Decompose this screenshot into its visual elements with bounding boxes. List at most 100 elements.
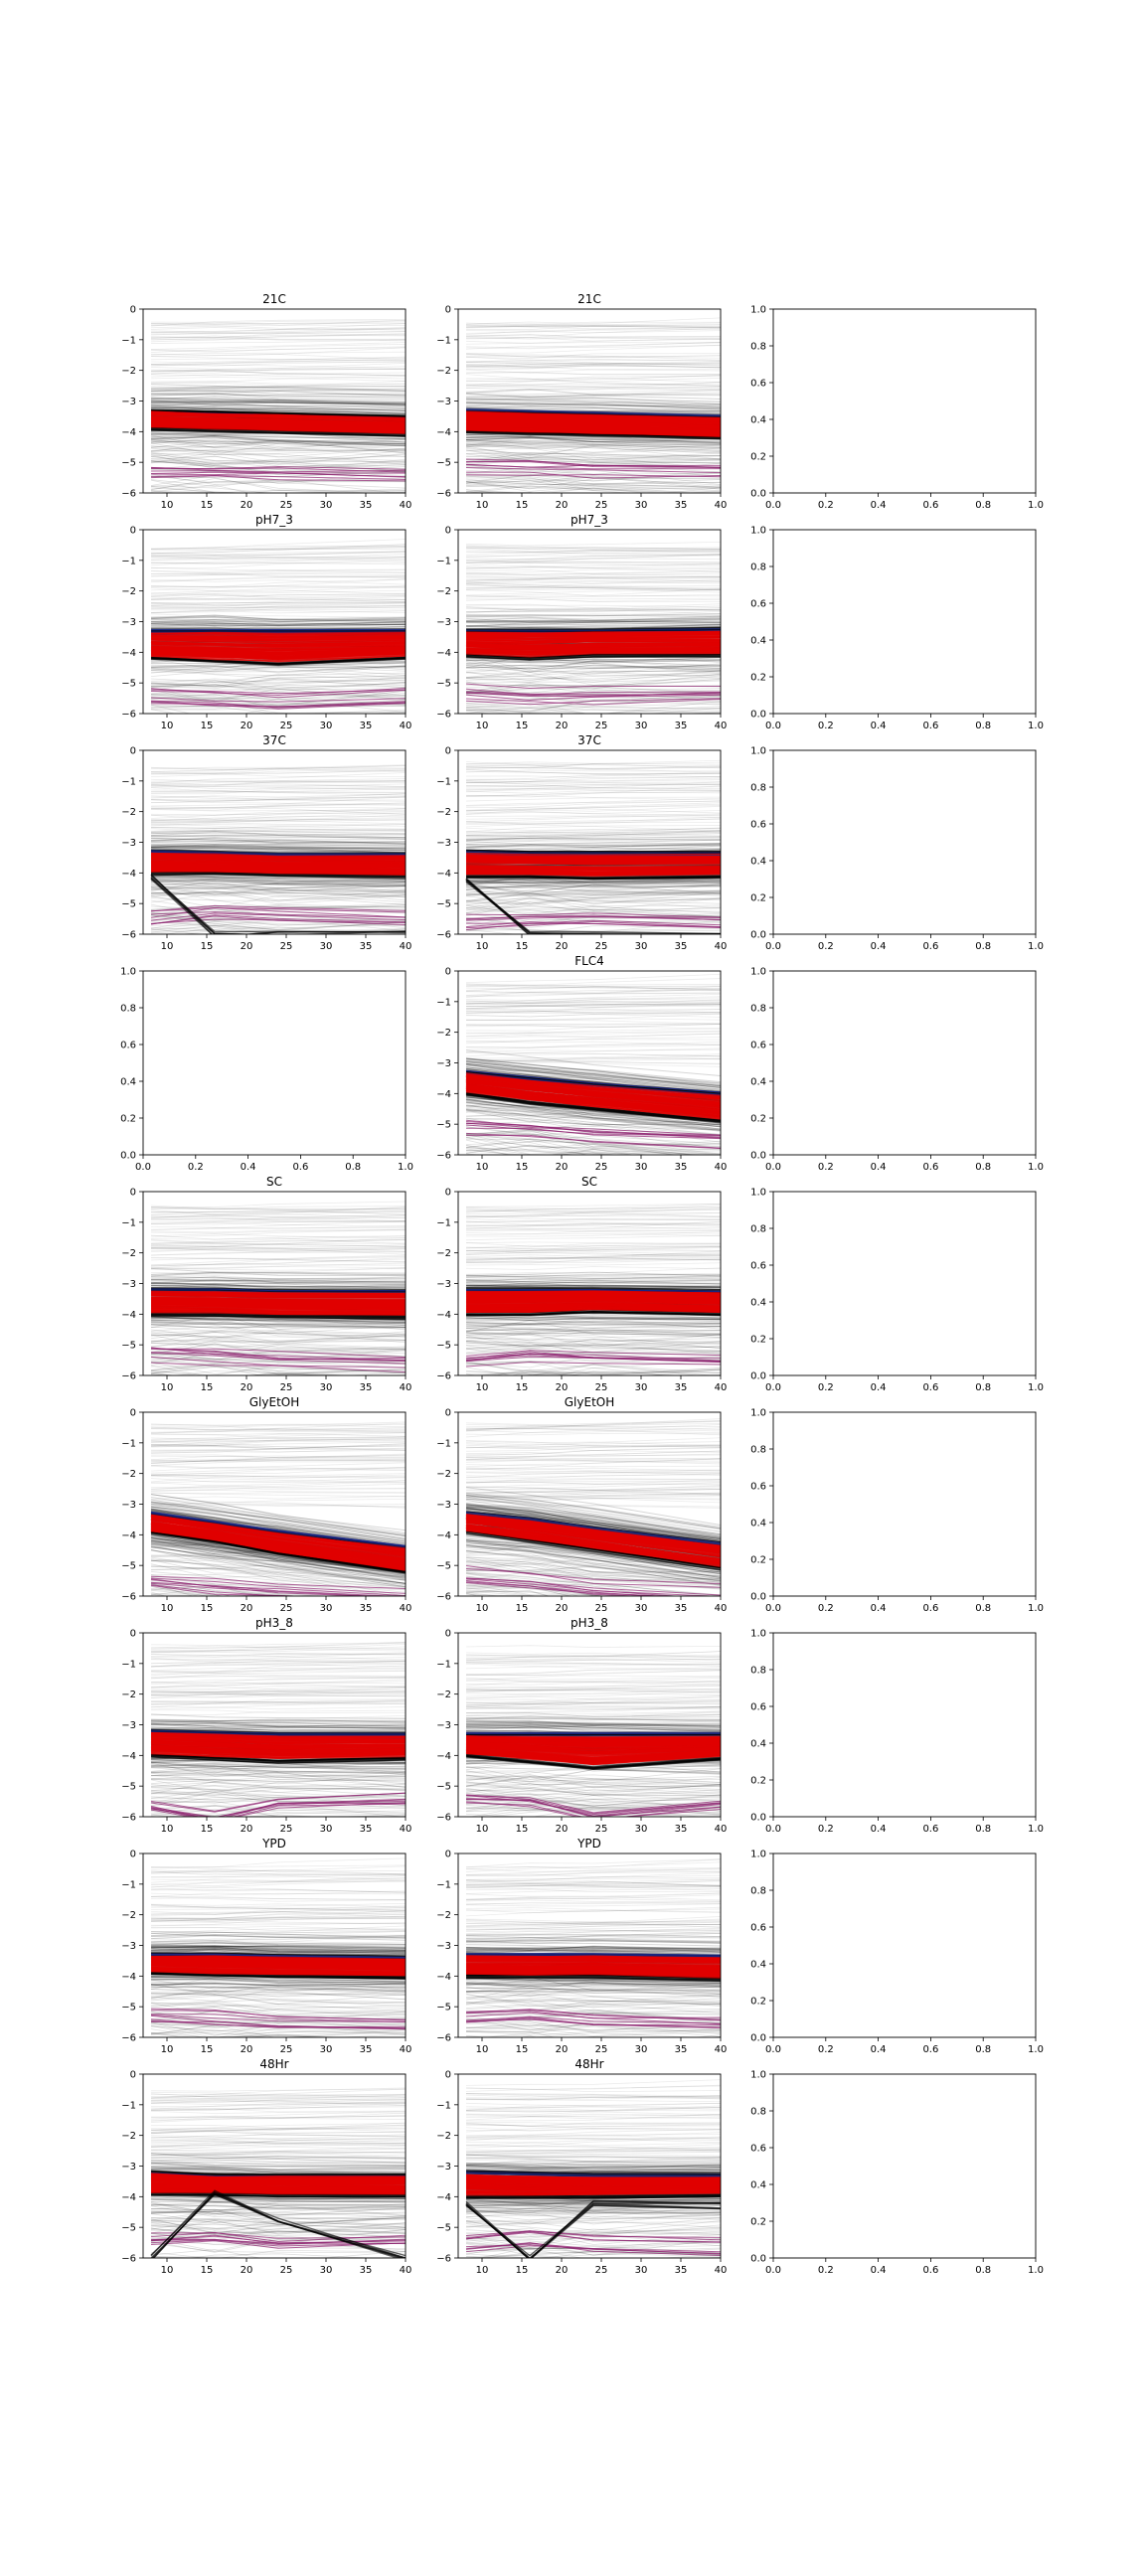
background-line — [150, 626, 406, 630]
background-line — [465, 364, 721, 369]
background-line — [465, 885, 721, 890]
background-line — [150, 1657, 406, 1665]
background-line — [150, 321, 406, 326]
background-line — [150, 1700, 406, 1705]
background-line — [465, 558, 721, 564]
background-line — [150, 1221, 406, 1227]
x-tick-label: 0.2 — [818, 1162, 834, 1173]
background-line — [150, 694, 406, 700]
background-line — [150, 1336, 406, 1349]
background-line — [150, 1257, 406, 1263]
highlight-line — [465, 411, 721, 419]
background-line — [150, 1209, 406, 1214]
background-line — [465, 361, 721, 368]
background-line — [465, 1492, 721, 1528]
background-line — [465, 787, 721, 792]
background-line — [465, 1508, 721, 1539]
background-line — [150, 1324, 406, 1329]
background-line — [465, 1133, 677, 1155]
background-line — [465, 1109, 721, 1123]
band-edge-line — [466, 627, 721, 630]
background-line — [465, 837, 721, 842]
background-line — [465, 1324, 721, 1329]
background-line — [465, 1223, 721, 1227]
axes-frame — [772, 970, 1037, 1156]
band-edge-line — [150, 657, 406, 665]
band-edge-line — [151, 872, 406, 878]
background-line — [465, 1217, 721, 1222]
background-line — [465, 670, 721, 682]
highlight-line — [465, 1515, 721, 1549]
y-tick-label: −6 — [121, 1592, 136, 1603]
background-line — [150, 874, 406, 886]
background-line — [465, 1533, 721, 1572]
x-tick-label: 0.0 — [765, 721, 781, 731]
background-line — [150, 1274, 406, 1280]
purple-line — [465, 463, 721, 468]
background-line — [465, 322, 721, 328]
background-line — [465, 1285, 721, 1290]
background-line — [150, 432, 406, 441]
background-line — [150, 1536, 406, 1571]
background-line — [465, 1540, 721, 1578]
background-line — [150, 826, 406, 830]
background-line — [150, 1229, 406, 1234]
background-line — [465, 771, 721, 783]
background-line — [465, 386, 721, 391]
band-edge-line — [151, 1314, 406, 1319]
background-line — [150, 615, 406, 620]
background-line — [465, 1459, 721, 1463]
background-line — [465, 1561, 721, 1583]
background-line — [465, 374, 721, 387]
background-line — [150, 489, 406, 493]
background-line — [465, 1224, 721, 1230]
background-line — [465, 1019, 721, 1025]
background-line — [465, 1583, 606, 1596]
background-line — [465, 1063, 721, 1092]
purple-line — [150, 918, 406, 926]
background-line — [465, 791, 721, 798]
background-line — [465, 1328, 721, 1335]
background-line — [465, 878, 721, 884]
band-edge-line — [150, 428, 406, 437]
background-line — [465, 1486, 721, 1495]
background-line — [465, 402, 721, 409]
background-line — [150, 877, 406, 883]
y-tick-label: 0.4 — [750, 1519, 766, 1530]
background-line — [150, 587, 406, 595]
purple-line — [150, 466, 406, 473]
background-line — [465, 1241, 721, 1245]
background-line — [465, 1233, 721, 1236]
background-line — [465, 554, 721, 561]
background-line — [150, 1354, 406, 1368]
background-line — [465, 1278, 721, 1287]
background-line — [465, 897, 721, 909]
y-tick-label: −4 — [121, 648, 136, 659]
background-line — [465, 665, 721, 670]
purple-line — [150, 1581, 403, 1596]
background-line — [465, 1314, 721, 1320]
background-line — [150, 1502, 406, 1540]
x-tick-label: 15 — [201, 500, 214, 511]
background-line — [150, 673, 406, 688]
background-line — [465, 802, 721, 812]
background-line — [150, 1363, 406, 1371]
highlight-line — [465, 1084, 721, 1111]
purple-line — [465, 698, 721, 706]
purple-line — [150, 697, 406, 703]
purple-line — [150, 915, 406, 925]
background-line — [150, 475, 406, 484]
band-edge-line — [151, 1313, 406, 1319]
background-line — [150, 1474, 406, 1483]
band-edge-line — [151, 1314, 406, 1319]
y-tick-label: −2 — [121, 1469, 136, 1480]
background-line — [150, 844, 406, 851]
background-line — [150, 406, 406, 414]
y-tick-label: −4 — [436, 869, 451, 880]
y-tick-label: −2 — [121, 807, 136, 818]
background-line — [150, 1489, 406, 1493]
background-line — [150, 1248, 406, 1256]
background-line — [465, 1096, 721, 1124]
background-line — [465, 1590, 541, 1596]
background-line — [465, 541, 721, 547]
